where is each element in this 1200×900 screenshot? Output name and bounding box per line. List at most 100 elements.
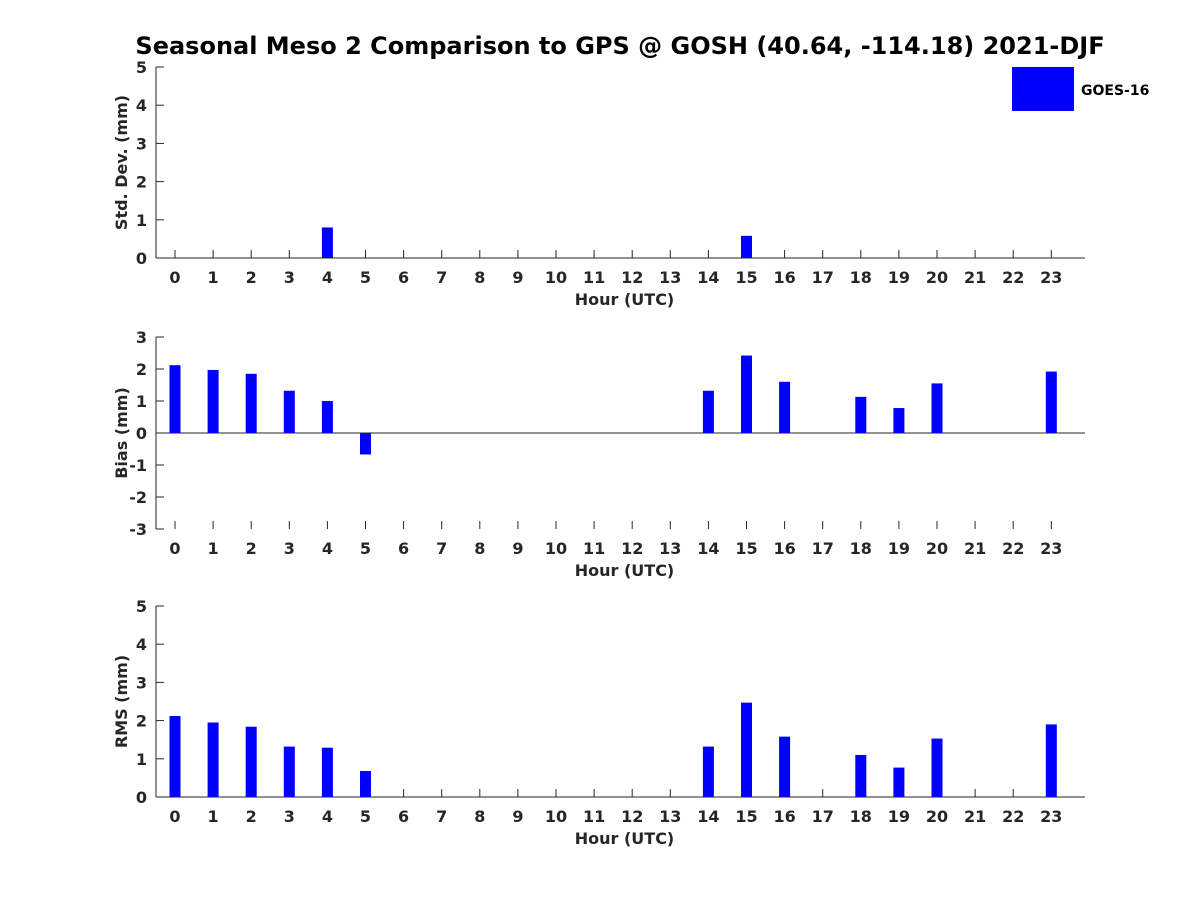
x-tick-label: 6 <box>398 539 409 558</box>
x-tick-label: 2 <box>246 807 257 826</box>
x-tick-label: 9 <box>512 539 523 558</box>
y-tick-label: 2 <box>136 712 147 731</box>
x-tick-label: 0 <box>169 268 180 287</box>
x-tick-label: 0 <box>169 807 180 826</box>
x-tick-label: 8 <box>474 539 485 558</box>
bar-bias-hour-0 <box>169 365 181 433</box>
x-tick-label: 16 <box>773 807 795 826</box>
bar-bias-hour-14 <box>702 390 714 433</box>
x-tick-label: 7 <box>436 268 447 287</box>
x-tick-label: 4 <box>322 539 333 558</box>
bar-bias-hour-2 <box>245 373 257 433</box>
bar-rms-hour-20 <box>931 738 943 797</box>
x-tick-label: 14 <box>697 807 719 826</box>
x-tick-label: 17 <box>812 268 834 287</box>
x-tick-label: 18 <box>850 268 872 287</box>
x-tick-label: 17 <box>812 539 834 558</box>
x-tick-label: 2 <box>246 268 257 287</box>
x-tick-label: 4 <box>322 807 333 826</box>
x-axis-label: Hour (UTC) <box>575 561 675 580</box>
x-tick-label: 16 <box>773 539 795 558</box>
bar-bias-hour-18 <box>855 396 867 433</box>
x-tick-label: 21 <box>964 539 986 558</box>
x-tick-label: 4 <box>322 268 333 287</box>
x-tick-label: 3 <box>284 539 295 558</box>
y-axis-label: Bias (mm) <box>112 387 131 479</box>
bar-bias-hour-15 <box>741 355 752 433</box>
x-tick-label: 19 <box>888 807 910 826</box>
y-tick-label: 2 <box>136 173 147 192</box>
bar-rms-hour-1 <box>207 722 219 797</box>
bar-bias-hour-3 <box>283 390 295 433</box>
y-tick-label: 4 <box>136 96 147 115</box>
x-tick-label: 7 <box>436 539 447 558</box>
x-tick-label: 1 <box>208 539 219 558</box>
x-tick-label: 5 <box>360 807 371 826</box>
x-tick-label: 15 <box>735 268 757 287</box>
legend: GOES-16 <box>1012 67 1149 111</box>
bar-rms-hour-23 <box>1045 724 1057 797</box>
x-tick-label: 11 <box>583 807 605 826</box>
x-tick-label: 10 <box>545 539 567 558</box>
bar-bias-hour-16 <box>779 381 791 433</box>
bar-rms-hour-5 <box>360 771 371 797</box>
x-tick-label: 11 <box>583 539 605 558</box>
x-tick-label: 13 <box>659 539 681 558</box>
y-tick-label: 1 <box>136 392 147 411</box>
x-tick-label: 10 <box>545 807 567 826</box>
bar-rms-hour-4 <box>321 747 333 797</box>
bar-bias-hour-20 <box>931 383 943 433</box>
x-tick-label: 12 <box>621 807 643 826</box>
x-tick-label: 1 <box>208 268 219 287</box>
bar-bias-hour-5 <box>360 433 371 455</box>
x-tick-label: 2 <box>246 539 257 558</box>
bar-rms-hour-3 <box>283 746 295 797</box>
y-tick-label: -2 <box>129 488 147 507</box>
x-tick-label: 12 <box>621 539 643 558</box>
bar-bias-hour-23 <box>1045 371 1057 433</box>
x-tick-label: 21 <box>964 268 986 287</box>
x-tick-label: 9 <box>512 268 523 287</box>
bar-rms-hour-2 <box>245 726 257 797</box>
x-tick-label: 10 <box>545 268 567 287</box>
x-tick-label: 6 <box>398 807 409 826</box>
x-tick-label: 12 <box>621 268 643 287</box>
x-tick-label: 14 <box>697 268 719 287</box>
bar-bias-hour-4 <box>321 401 333 433</box>
x-tick-label: 18 <box>850 539 872 558</box>
x-tick-label: 17 <box>812 807 834 826</box>
y-axis-label: RMS (mm) <box>112 655 131 748</box>
x-tick-label: 22 <box>1002 807 1024 826</box>
bar-rms-hour-19 <box>893 767 905 797</box>
bar-rms-hour-0 <box>169 716 181 797</box>
x-tick-label: 8 <box>474 807 485 826</box>
y-tick-label: -3 <box>129 520 147 539</box>
x-tick-label: 19 <box>888 539 910 558</box>
bar-rms-hour-14 <box>702 746 714 797</box>
y-tick-label: 0 <box>136 249 147 268</box>
y-tick-label: 5 <box>136 58 147 77</box>
x-tick-label: 20 <box>926 807 948 826</box>
y-tick-label: 3 <box>136 673 147 692</box>
x-tick-label: 3 <box>284 807 295 826</box>
x-tick-label: 7 <box>436 807 447 826</box>
y-tick-label: 1 <box>136 750 147 769</box>
y-tick-label: 0 <box>136 788 147 807</box>
x-tick-label: 16 <box>773 268 795 287</box>
x-tick-label: 18 <box>850 807 872 826</box>
x-tick-label: 6 <box>398 268 409 287</box>
x-tick-label: 9 <box>512 807 523 826</box>
x-tick-label: 22 <box>1002 268 1024 287</box>
x-tick-label: 20 <box>926 539 948 558</box>
bar-std-hour-15 <box>741 235 752 258</box>
bar-rms-hour-16 <box>779 736 791 797</box>
chart-title: Seasonal Meso 2 Comparison to GPS @ GOSH… <box>135 32 1104 60</box>
x-axis-label: Hour (UTC) <box>575 829 675 848</box>
x-tick-label: 5 <box>360 539 371 558</box>
y-tick-label: 4 <box>136 635 147 654</box>
y-tick-label: 2 <box>136 360 147 379</box>
x-axis-label: Hour (UTC) <box>575 290 675 309</box>
